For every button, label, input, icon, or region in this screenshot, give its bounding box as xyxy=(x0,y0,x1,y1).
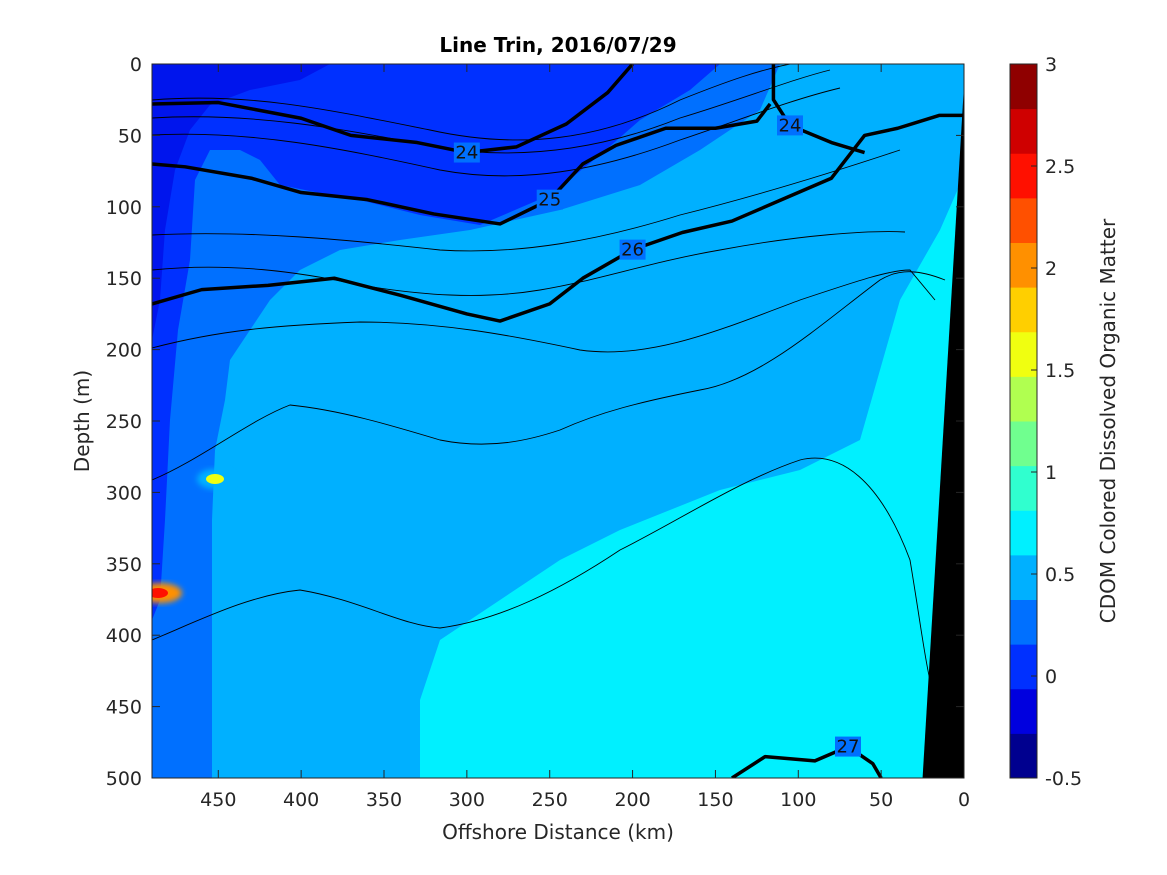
x-axis: 450 400 350 300 250 200 150 100 50 0 xyxy=(200,64,970,811)
density-contour-label: 26 xyxy=(621,240,644,261)
x-tick-label: 300 xyxy=(449,789,485,811)
field-region-level-025 xyxy=(152,64,780,778)
thin-contour xyxy=(152,149,901,252)
colorbar-segment xyxy=(1010,242,1037,288)
density-contour-label-bg xyxy=(536,189,563,210)
density-contour-26 xyxy=(152,113,964,323)
colorbar-tick-label: 0.5 xyxy=(1045,564,1075,586)
y-axis-title: Depth (m) xyxy=(70,370,94,472)
density-contours: 24 24 25 26 27 xyxy=(152,64,964,778)
y-tick-label: 350 xyxy=(106,554,142,576)
density-contour-label: 27 xyxy=(837,737,860,758)
colorbar-segment xyxy=(1010,510,1037,556)
x-tick-label: 150 xyxy=(697,789,733,811)
x-axis-title: Offshore Distance (km) xyxy=(442,820,674,844)
colorbar-segment xyxy=(1010,197,1037,243)
thin-contour xyxy=(152,269,936,353)
colorbar-segment xyxy=(1010,64,1037,110)
thin-contour xyxy=(152,69,831,154)
x-tick-label: 400 xyxy=(283,789,319,811)
colorbar-tick-label: 0 xyxy=(1045,666,1057,688)
y-tick-label: 150 xyxy=(106,268,142,290)
x-tick-label: 0 xyxy=(958,789,970,811)
colorbar-segment xyxy=(1010,287,1037,333)
y-tick-label: 50 xyxy=(118,125,142,147)
field-hotspot xyxy=(152,588,168,598)
x-tick-label: 200 xyxy=(614,789,650,811)
y-tick-label: 250 xyxy=(106,411,142,433)
colorbar-segment xyxy=(1010,421,1037,467)
colorbar-segment xyxy=(1010,688,1037,734)
density-contour-label-bg xyxy=(777,115,803,136)
colorbar-segment xyxy=(1010,554,1037,600)
seafloor-mask xyxy=(922,85,964,778)
colorbar-tick-label: 2 xyxy=(1045,258,1057,280)
x-tick-label: 100 xyxy=(780,789,816,811)
density-contour-label-bg xyxy=(835,736,861,757)
y-tick-label: 450 xyxy=(106,697,142,719)
thin-contour xyxy=(152,64,791,141)
x-tick-label: 350 xyxy=(366,789,402,811)
density-contour-label: 24 xyxy=(779,115,802,136)
colorbar-segment xyxy=(1010,465,1037,511)
x-tick-label: 250 xyxy=(532,789,568,811)
y-tick-label: 200 xyxy=(106,340,142,362)
field-region-level-0-core xyxy=(152,64,330,340)
colorbar-segment xyxy=(1010,153,1037,199)
thin-contour xyxy=(152,457,931,681)
colorbar-tick-label: 2.5 xyxy=(1045,156,1075,178)
colorbar-tick-label: 3 xyxy=(1045,54,1057,76)
colorbar-label: CDOM Colored Dissolved Organic Matter xyxy=(1096,218,1120,623)
x-tick-label: 50 xyxy=(869,789,893,811)
field-region-level-0 xyxy=(152,64,720,620)
y-axis: 0 50 100 150 200 250 300 350 400 450 500 xyxy=(106,54,964,790)
x-tick-label: 450 xyxy=(200,789,236,811)
thin-contours xyxy=(152,64,946,681)
density-contour-27 xyxy=(731,744,883,778)
colorbar-segment xyxy=(1010,108,1037,154)
colorbar-segment xyxy=(1010,599,1037,645)
y-tick-label: 300 xyxy=(106,482,142,504)
colorbar-segment xyxy=(1010,644,1037,690)
colorbar-tick-label: 1 xyxy=(1045,462,1057,484)
plot-area: 24 24 25 26 27 xyxy=(152,64,964,778)
colorbar-segment xyxy=(1010,331,1037,377)
colorbar-segment xyxy=(1010,376,1037,422)
colorbar-frame xyxy=(1009,63,1038,779)
thin-contour xyxy=(152,271,946,481)
colorbar-tick-label: 1.5 xyxy=(1045,360,1075,382)
density-contour-25 xyxy=(152,102,772,226)
colorbar: 3 2.5 2 1.5 1 0.5 0 -0.5 xyxy=(1009,54,1082,790)
field-hotspot xyxy=(206,474,224,484)
colorbar-segment xyxy=(1010,733,1037,779)
density-contour-label: 25 xyxy=(538,190,561,211)
thin-contour xyxy=(152,231,906,296)
y-tick-label: 100 xyxy=(106,197,142,219)
y-tick-label: 400 xyxy=(106,625,142,647)
y-tick-label: 0 xyxy=(130,54,142,76)
y-tick-label: 500 xyxy=(106,768,142,790)
density-contour-label-bg xyxy=(619,239,646,260)
chart-title: Line Trin, 2016/07/29 xyxy=(439,33,676,57)
density-contour-label: 24 xyxy=(455,143,478,164)
density-contour-label-bg xyxy=(453,142,480,163)
thin-contour xyxy=(152,87,841,177)
density-contour-24 xyxy=(152,64,634,155)
colorbar-tick-label: -0.5 xyxy=(1045,768,1082,790)
